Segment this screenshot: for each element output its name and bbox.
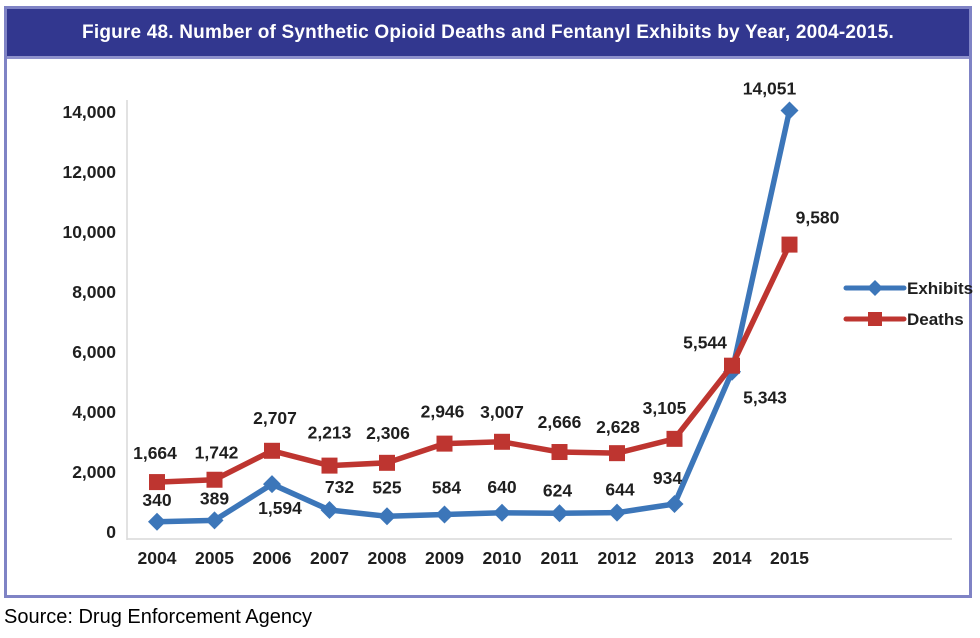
deaths-marker-2008 (379, 454, 395, 471)
deaths-label-2012: 2,628 (596, 417, 640, 437)
x-tick-2015: 2015 (770, 548, 809, 568)
deaths-label-2006: 2,707 (253, 408, 297, 428)
deaths-label-2007: 2,213 (308, 423, 352, 443)
deaths-label-2013: 3,105 (643, 398, 687, 418)
deaths-marker-2012 (609, 445, 625, 462)
figure-title-bar: Figure 48. Number of Synthetic Opioid De… (7, 9, 969, 59)
deaths-marker-2009 (436, 435, 453, 452)
exhibits-marker-2013 (665, 494, 684, 513)
legend-label-exhibits: Exhibits (907, 279, 973, 298)
exhibits-label-2013: 934 (653, 468, 682, 488)
deaths-marker-2014 (724, 357, 740, 374)
exhibits-marker-2008 (378, 507, 396, 526)
exhibits-label-2010: 640 (487, 477, 516, 497)
deaths-marker-2013 (666, 430, 683, 447)
exhibits-marker-2010 (493, 503, 511, 522)
legend-item-deaths: Deaths (843, 310, 964, 329)
x-tick-2012: 2012 (598, 548, 637, 568)
exhibits-label-2012: 644 (605, 480, 634, 500)
exhibits-label-2007: 732 (325, 477, 354, 497)
exhibits-label-2005: 389 (200, 488, 229, 508)
x-tick-2004: 2004 (138, 548, 177, 568)
x-tick-2008: 2008 (368, 548, 407, 568)
exhibits-marker-2015 (780, 101, 799, 120)
exhibits-label-2004: 340 (142, 490, 171, 510)
x-tick-2011: 2011 (541, 548, 579, 568)
exhibits-label-2011: 624 (543, 480, 572, 500)
exhibits-marker-2009 (435, 505, 454, 524)
deaths-marker-2004 (149, 474, 165, 491)
exhibits-label-2014: 5,343 (743, 388, 787, 408)
exhibits-marker-2004 (148, 512, 166, 531)
deaths-line (154, 241, 793, 485)
y-tick-4000: 4,000 (72, 402, 116, 422)
exhibits-marker-2005 (205, 511, 224, 530)
y-tick-8000: 8,000 (72, 282, 116, 302)
exhibits-marker-2006 (263, 475, 281, 494)
legend-label-deaths: Deaths (907, 310, 964, 329)
legend-deaths-marker-icon (868, 312, 882, 326)
deaths-marker-2005 (206, 471, 223, 488)
legend-exhibits-marker-icon (867, 280, 883, 296)
x-tick-2010: 2010 (483, 548, 522, 568)
y-tick-0: 0 (106, 522, 116, 542)
deaths-marker-2015 (781, 236, 798, 253)
deaths-marker-2011 (551, 444, 568, 461)
legend-item-exhibits: Exhibits (843, 279, 973, 298)
exhibits-label-2008: 525 (372, 477, 401, 497)
figure-frame: Figure 48. Number of Synthetic Opioid De… (4, 6, 972, 598)
y-tick-6000: 6,000 (72, 342, 116, 362)
source-caption: Source: Drug Enforcement Agency (4, 606, 312, 628)
deaths-label-2011: 2,666 (538, 412, 582, 432)
x-tick-2009: 2009 (425, 548, 464, 568)
y-tick-12000: 12,000 (62, 162, 116, 182)
deaths-label-2010: 3,007 (480, 402, 524, 422)
deaths-label-2009: 2,946 (421, 402, 465, 422)
deaths-label-2014: 5,544 (683, 333, 727, 353)
x-tick-2005: 2005 (195, 548, 234, 568)
x-tick-2014: 2014 (713, 548, 752, 568)
exhibits-line (154, 107, 793, 525)
y-tick-10000: 10,000 (62, 222, 116, 242)
deaths-label-2015: 9,580 (796, 208, 840, 228)
deaths-label-2004: 1,664 (133, 443, 177, 463)
deaths-marker-2010 (494, 433, 510, 450)
deaths-label-2005: 1,742 (195, 443, 239, 463)
x-tick-2006: 2006 (253, 548, 292, 568)
legend: Exhibits Deaths (843, 279, 973, 329)
deaths-marker-2006 (264, 442, 280, 459)
exhibits-marker-2011 (550, 504, 569, 523)
deaths-label-2008: 2,306 (366, 423, 410, 443)
exhibits-label-2009: 584 (432, 477, 461, 497)
deaths-marker-2007 (321, 457, 338, 474)
x-tick-2007: 2007 (310, 548, 349, 568)
exhibits-marker-2012 (608, 503, 626, 522)
exhibits-label-2015: 14,051 (743, 78, 797, 98)
x-tick-2013: 2013 (655, 548, 694, 568)
y-tick-14000: 14,000 (62, 102, 116, 122)
y-tick-2000: 2,000 (72, 462, 116, 482)
exhibits-label-2006: 1,594 (258, 498, 302, 518)
figure-title: Figure 48. Number of Synthetic Opioid De… (82, 21, 894, 43)
exhibits-marker-2007 (320, 501, 339, 520)
